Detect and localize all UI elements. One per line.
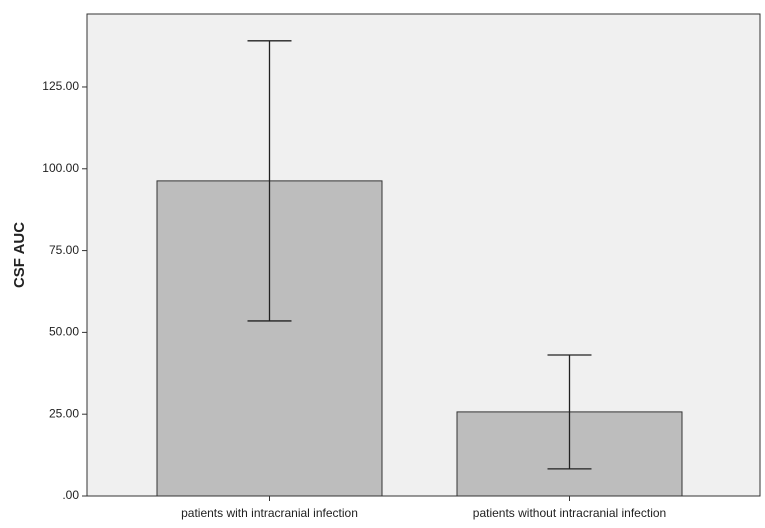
y-axis-title: CSF AUC bbox=[11, 222, 28, 288]
y-tick-label: 100.00 bbox=[42, 161, 79, 175]
y-tick-label: 50.00 bbox=[49, 325, 79, 339]
x-tick-label: patients with intracranial infection bbox=[181, 506, 358, 520]
y-tick-label: 25.00 bbox=[49, 406, 79, 420]
error-bar bbox=[547, 354, 592, 470]
y-tick-label: 75.00 bbox=[49, 243, 79, 257]
x-tick-label: patients without intracranial infection bbox=[473, 506, 666, 520]
error-bar bbox=[247, 40, 292, 322]
y-tick-label: 125.00 bbox=[42, 79, 79, 93]
y-tick-label: .00 bbox=[62, 488, 79, 502]
